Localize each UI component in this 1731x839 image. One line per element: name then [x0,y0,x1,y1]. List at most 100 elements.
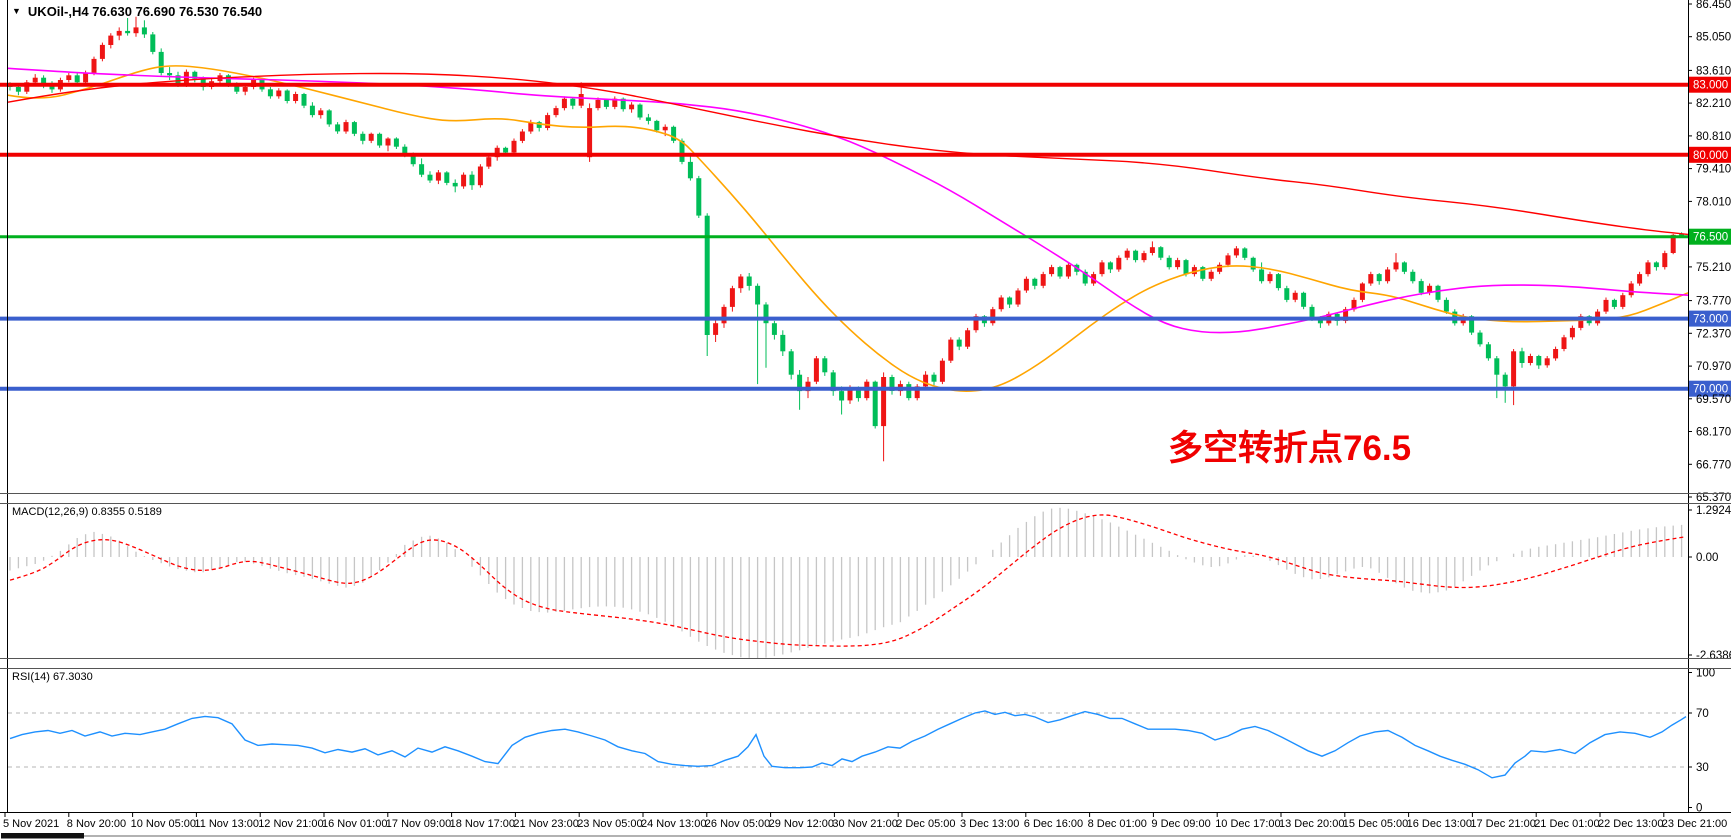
candle-body [234,84,240,92]
candle-body [914,386,920,399]
candle-body [1141,253,1147,261]
candle-body [1393,262,1399,270]
candle-body [587,108,593,158]
candle-body [956,339,962,347]
candle-body [545,115,551,128]
candle-body [679,140,685,162]
candle-body [99,44,105,59]
candle-body [192,71,198,79]
candle-body [1485,344,1491,359]
candle-body [1427,285,1433,293]
price-badge-label: 83.000 [1693,80,1728,92]
candle-body [309,105,315,116]
candle-body [393,138,399,147]
symbol-dropdown-icon[interactable]: ▼ [12,5,21,16]
candle-body [1057,267,1063,277]
candle-body [225,75,231,85]
candle-body [872,381,878,427]
time-axis-label: 24 Nov 13:00 [641,818,706,830]
time-axis-label: 30 Nov 21:00 [832,818,897,830]
candle-body [603,99,609,107]
price-axis-label: 83.610 [1696,65,1731,77]
candle-body [167,73,173,76]
candle-body [1259,269,1265,282]
candle-body [1351,299,1357,310]
candle-body [1032,278,1038,286]
candle-body [486,157,492,167]
candle-body [133,27,139,34]
candle-body [74,75,80,83]
rsi-axis-label: 70 [1696,708,1709,720]
time-axis-label: 5 Nov 2021 [3,818,59,830]
candle-body [1007,297,1013,305]
candle-body [1645,262,1651,275]
candle-body [1611,299,1617,307]
candle-body [494,147,500,158]
candle-body [351,122,357,134]
price-badge [1689,310,1731,327]
candle-body [1628,283,1634,296]
candle-body [1040,274,1046,286]
candle-body [1401,262,1407,272]
candle-body [1292,292,1298,300]
candle-body [125,30,131,34]
candle-body [939,360,945,382]
candle-body [1544,358,1550,366]
time-axis-label: 17 Nov 09:00 [386,818,451,830]
candle-body [183,71,189,85]
candle-body [1637,274,1643,284]
candle-body [150,34,156,52]
candle-body [1099,262,1105,275]
time-axis-label: 10 Nov 05:00 [131,818,196,830]
candle-body [755,285,761,305]
candle-body [948,339,954,361]
candle-body [1149,247,1155,253]
price-axis-label: 82.210 [1696,98,1731,110]
candle-body [141,27,147,35]
candle-body [435,172,441,181]
rsi-axis-label: 30 [1696,762,1709,774]
candle-body [839,391,845,401]
candle-body [906,384,912,399]
candle-body [1191,267,1197,275]
candle-body [629,104,635,110]
candle-body [242,87,248,92]
candle-body [881,377,887,427]
candle-body [973,316,979,331]
candle-body [1561,337,1567,349]
time-axis-label: 8 Nov 20:00 [67,818,126,830]
candle-body [889,377,895,391]
macd-axis-label: 0.00 [1696,552,1718,564]
candle-body [1049,267,1055,275]
candle-body [1158,247,1164,258]
candle-body [402,146,408,155]
time-axis-label: 26 Nov 05:00 [705,818,770,830]
candle-body [1301,292,1307,307]
time-axis-label: 23 Dec 21:00 [1662,818,1727,830]
chart-annotation-text[interactable]: 多空转折点76.5 [1168,429,1412,468]
candle-body [830,372,836,392]
candle-body [66,75,72,80]
candle-body [1653,262,1659,268]
candle-body [1200,267,1206,279]
candle-body [1343,309,1349,321]
candle-body [24,82,30,92]
time-axis-label: 9 Dec 09:00 [1151,818,1210,830]
price-axis-label: 75.210 [1696,262,1731,274]
candle-body [847,388,853,401]
candle-body [377,133,383,146]
candle-body [923,374,929,387]
price-axis-label: 85.050 [1696,32,1731,44]
scrollbar-thumb[interactable] [1,833,84,839]
rsi-axis-label: 100 [1696,668,1715,680]
candle-body [713,323,719,335]
candle-body [998,297,1004,310]
price-badge-label: 73.000 [1693,314,1728,326]
candle-body [1233,248,1239,256]
chart-title-bar: ▼ UKOil-,H4 76.630 76.690 76.530 76.540 [12,4,262,19]
candle-body [1023,278,1029,291]
price-badge [1689,76,1731,93]
candle-body [780,334,786,352]
price-axis-label: 66.770 [1696,459,1731,471]
